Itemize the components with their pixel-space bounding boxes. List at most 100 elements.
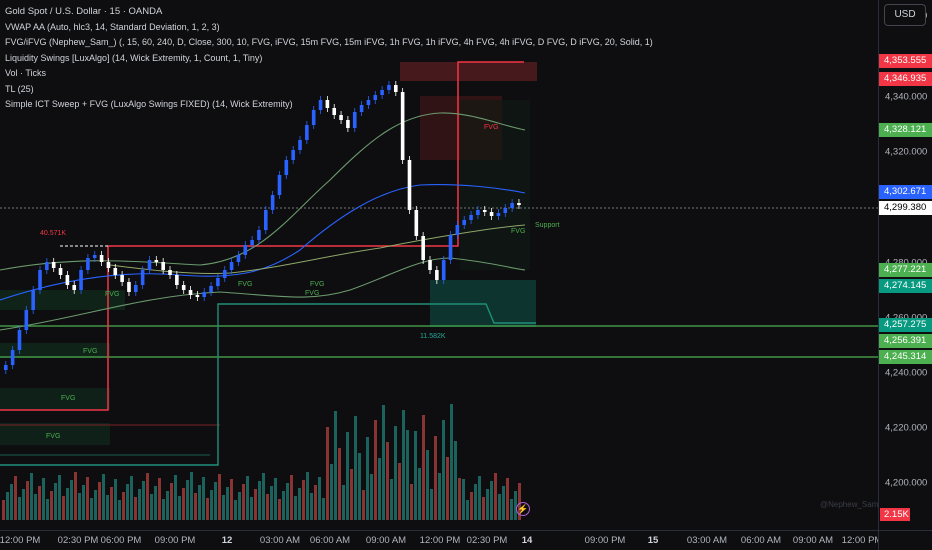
axis-corner [878,530,932,550]
candle-body [51,262,56,268]
volume-bar [14,476,17,520]
volume-bar [422,415,425,520]
volume-bar [66,488,69,520]
candle-body [86,258,90,270]
fvg-label: FVG [305,290,320,297]
chart-pane[interactable]: Gold Spot / U.S. Dollar · 15 · OANDA VWA… [0,0,878,530]
volume-bar [222,495,225,520]
volume-bar [446,457,449,520]
volume-bar [202,477,205,520]
support-label: Support [535,222,560,229]
indicator-volume[interactable]: Vol · Ticks [5,68,47,78]
time-tick-label: 06:00 PM [100,535,142,546]
legend: Gold Spot / U.S. Dollar · 15 · OANDA VWA… [5,4,653,113]
volume-bar [450,404,453,520]
volume-bar [90,498,93,520]
chart-canvas[interactable] [0,0,878,530]
candle-body [92,255,97,258]
candle-body [17,330,22,350]
volume-bar [378,458,381,520]
candle-body [284,160,289,175]
candle-body [120,275,124,282]
price-axis[interactable]: 4,360.0004,340.0004,320.0004,300.0004,28… [878,0,932,530]
candle-body [209,286,213,292]
volume-tag: 2.15K [880,508,910,521]
volume-bar [466,500,469,520]
volume-bar [390,479,393,520]
vwap-line [0,184,526,301]
candle-body [10,350,15,365]
candle-body [127,282,131,292]
candle-body [414,210,419,236]
volume-bar [414,431,417,520]
volume-bar [278,499,281,520]
lightning-icon[interactable]: ⚡ [516,502,530,516]
indicator-ict-sweep[interactable]: Simple ICT Sweep + FVG (LuxAlgo Swings F… [5,99,293,109]
volume-bar [134,497,137,520]
volume-bar [178,496,181,520]
candle-body [400,92,405,160]
volume-bar [226,487,229,520]
swing-high-count-label: 40.571K [40,230,67,237]
volume-bar [118,500,121,520]
volume-bar [94,490,97,520]
volume-bar [322,498,325,520]
bullish-fvg-box [0,343,110,358]
volume-bar [490,481,493,520]
candle-body [229,262,234,270]
price-tag: 4,328.121 [879,123,932,137]
symbol-title[interactable]: Gold Spot / U.S. Dollar · 15 · OANDA [5,6,163,17]
volume-bar [110,487,113,520]
indicator-vwap[interactable]: VWAP AA (Auto, hlc3, 14, Standard Deviat… [5,21,220,32]
candle-body [45,262,49,270]
candle-body [332,108,337,115]
volume-bar [262,473,265,520]
candle-body [202,292,207,297]
volume-bar [102,474,105,520]
candle-body [168,270,172,275]
volume-bar [86,477,89,520]
candle-body [106,262,111,268]
volume-bar [138,489,141,520]
volume-bar [142,481,145,520]
volume-bar [290,475,293,520]
indicator-liquidity-swings[interactable]: Liquidity Swings [LuxAlgo] (14, Wick Ext… [5,52,263,63]
volume-bar [154,486,157,520]
volume-bar [326,427,329,520]
candle-body [113,268,118,275]
candle-body [318,100,323,110]
candle-body [99,255,104,262]
currency-button[interactable]: USD [884,4,926,26]
candle-body [24,310,29,330]
volume-bar [30,473,33,520]
volume-bar [242,484,245,520]
candle-body [352,112,357,128]
candle-body [311,110,316,125]
volume-bar [494,473,497,520]
price-tag: 4,245.314 [879,350,932,364]
time-tick-label: 06:00 AM [309,535,351,546]
indicator-tl[interactable]: TL (25) [5,83,34,94]
swing-high-step-line [0,61,524,411]
fvg-label: FVG [310,281,325,288]
candle-body [250,240,254,245]
vwap-upper-band [0,112,526,271]
candle-body [134,285,138,292]
indicator-fvg-ifvg[interactable]: FVG/iFVG (Nephew_Sam_) (, 15, 60, 240, D… [5,37,653,47]
candle-body [407,160,412,210]
author-watermark: @Nephew_Sam_ [820,500,878,509]
candle-body [216,278,220,286]
volume-bar [38,486,41,520]
time-tick-label: 12:00 PM [419,535,461,546]
time-tick-label: 03:00 AM [259,535,301,546]
volume-bar [230,479,233,520]
volume-bar [366,437,369,520]
volume-bar [238,492,241,520]
time-tick-label: 06:00 AM [740,535,782,546]
price-tick-label: 4,200.000 [885,477,928,489]
candle-body [175,275,179,285]
volume-bar [194,493,197,520]
candle-body [435,270,439,280]
time-axis[interactable]: 12:00 PM 02:30 PM 06:00 PM 09:00 PM 12 03:00 … [0,530,882,550]
volume-bar [298,488,301,520]
